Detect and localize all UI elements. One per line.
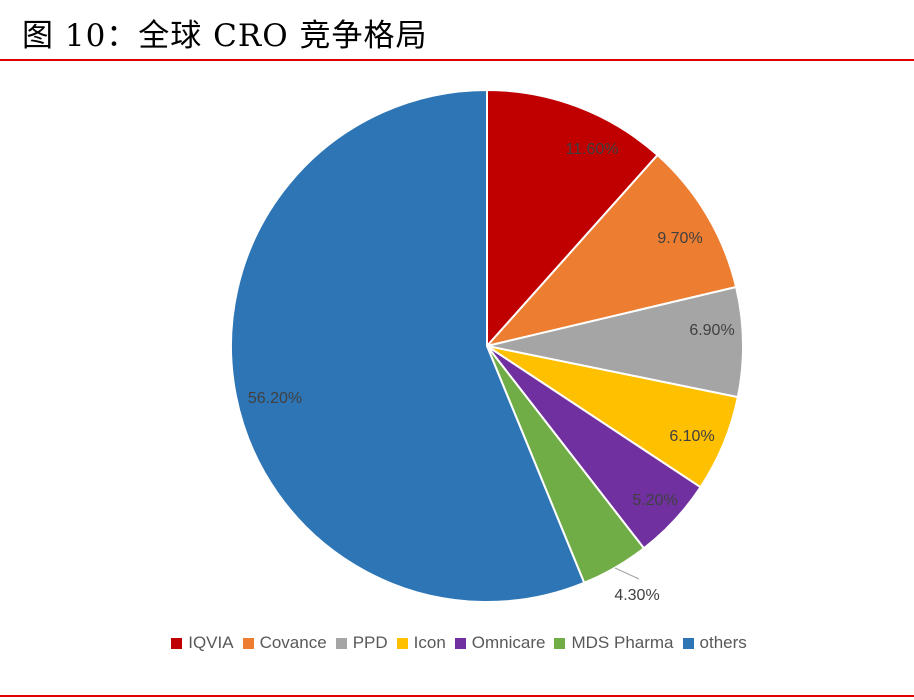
legend-item-ppd: PPD xyxy=(335,633,388,653)
pie-slice-iqvia xyxy=(486,88,659,349)
data-label-ppd: 6.90% xyxy=(689,322,734,339)
pie-slice-ppd xyxy=(486,285,744,399)
legend-item-others: others xyxy=(682,633,747,653)
legend-swatch xyxy=(335,637,347,649)
leader-line xyxy=(614,567,640,580)
legend-swatch xyxy=(396,637,408,649)
pie-slice-covance xyxy=(484,153,738,348)
data-label-omnicare: 5.20% xyxy=(632,492,677,509)
title-divider xyxy=(0,59,914,61)
figure-title: 图 10：全球 CRO 竞争格局 xyxy=(22,18,428,54)
legend-item-mds-pharma: MDS Pharma xyxy=(554,633,674,653)
legend-item-covance: Covance xyxy=(242,633,327,653)
chart-legend: IQVIA Covance PPD Icon Omnicare MDS Phar… xyxy=(0,633,914,653)
data-label-others: 56.20% xyxy=(248,390,302,407)
legend-item-iqvia: IQVIA xyxy=(171,633,234,653)
data-label-covance: 9.70% xyxy=(657,230,702,247)
data-label-iqvia: 11.60% xyxy=(565,141,618,158)
legend-item-omnicare: Omnicare xyxy=(454,633,545,653)
data-label-mds-pharma: 4.30% xyxy=(614,587,659,604)
legend-swatch xyxy=(554,637,566,649)
legend-swatch xyxy=(454,637,466,649)
legend-swatch xyxy=(242,637,254,649)
data-label-icon: 6.10% xyxy=(669,428,714,445)
legend-swatch xyxy=(171,637,183,649)
pie-slice-others xyxy=(230,88,586,603)
footer-divider xyxy=(0,695,914,697)
legend-swatch xyxy=(682,637,694,649)
legend-item-icon: Icon xyxy=(396,633,446,653)
